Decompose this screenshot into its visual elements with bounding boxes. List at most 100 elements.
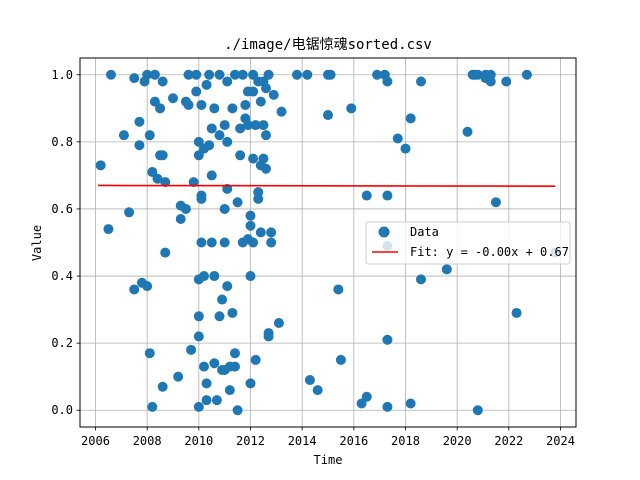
data-point <box>382 190 393 201</box>
data-point <box>392 133 403 144</box>
x-axis-label: Time <box>314 453 343 467</box>
y-axis-label: Value <box>30 225 44 261</box>
data-point <box>219 237 230 248</box>
data-point <box>217 294 228 305</box>
data-point <box>206 237 217 248</box>
data-point <box>191 69 202 80</box>
data-point <box>196 193 207 204</box>
data-point <box>472 69 483 80</box>
data-point <box>196 237 207 248</box>
data-point <box>250 354 261 365</box>
data-point <box>258 153 269 164</box>
data-point <box>152 173 163 184</box>
y-tick-label: 0.2 <box>51 336 73 350</box>
data-point <box>168 93 178 104</box>
data-point <box>237 69 248 80</box>
data-point <box>204 69 215 80</box>
x-tick-label: 2008 <box>133 434 162 448</box>
data-point <box>416 76 426 87</box>
data-point <box>134 140 145 151</box>
data-point <box>134 116 145 127</box>
data-point <box>266 237 277 248</box>
data-point <box>240 99 251 110</box>
data-point <box>222 281 233 292</box>
data-point <box>199 361 209 372</box>
data-point <box>232 197 243 208</box>
data-point <box>323 110 333 121</box>
x-tick-label: 2014 <box>288 434 317 448</box>
data-point <box>196 99 207 110</box>
legend-marker-data <box>378 226 390 238</box>
data-point <box>245 220 256 231</box>
data-point <box>214 311 225 322</box>
data-point <box>219 203 230 214</box>
data-point <box>405 113 416 124</box>
data-point <box>242 120 253 131</box>
data-point <box>361 190 372 201</box>
data-point <box>211 395 222 406</box>
data-point <box>230 69 240 80</box>
data-point <box>209 271 220 282</box>
y-tick-label: 0.6 <box>51 202 73 216</box>
data-point <box>157 150 168 161</box>
data-point <box>400 143 411 154</box>
data-point <box>157 381 168 392</box>
data-point <box>155 103 166 114</box>
data-point <box>335 354 346 365</box>
legend-box <box>365 221 571 265</box>
data-point <box>214 130 225 141</box>
data-point <box>382 401 393 412</box>
legend: Data Fit: y = -0.00x + 0.67 <box>365 221 571 265</box>
data-point <box>129 284 140 295</box>
data-point <box>235 150 246 161</box>
y-axis: 0.0 0.2 0.4 0.6 0.8 1.0 <box>51 68 80 417</box>
data-point <box>157 76 168 87</box>
data-point <box>204 140 215 151</box>
x-tick-label: 2024 <box>546 434 575 448</box>
plot-frame <box>79 57 577 428</box>
data-point <box>462 126 473 137</box>
data-point <box>173 371 184 382</box>
data-point <box>214 69 225 80</box>
legend-label-fit: Fit: y = -0.00x + 0.67 <box>410 245 569 259</box>
data-point <box>199 271 209 282</box>
data-point <box>183 69 194 80</box>
y-tick-label: 0.8 <box>51 135 73 149</box>
data-point <box>276 106 287 117</box>
data-point <box>361 391 372 402</box>
data-point <box>106 69 116 80</box>
data-point <box>222 136 233 147</box>
data-point <box>255 227 266 238</box>
data-point <box>382 334 393 345</box>
chart-title: ./image/电锯惊魂sorted.csv <box>224 37 432 53</box>
data-point <box>472 405 483 416</box>
data-point <box>304 375 315 386</box>
data-point <box>248 153 259 164</box>
data-point <box>201 395 212 406</box>
data-point <box>103 224 114 235</box>
data-point <box>263 328 274 339</box>
data-point <box>95 160 106 171</box>
x-tick-label: 2022 <box>494 434 523 448</box>
data-point <box>222 76 233 87</box>
data-point <box>227 307 238 318</box>
data-point <box>312 385 323 396</box>
data-point <box>206 123 217 134</box>
y-tick-label: 0.0 <box>51 403 73 417</box>
data-point <box>245 210 256 221</box>
data-point <box>325 69 336 80</box>
data-point <box>245 378 256 389</box>
data-point <box>230 348 240 359</box>
data-point <box>201 378 212 389</box>
data-point <box>441 264 452 275</box>
data-point <box>346 103 357 114</box>
data-point <box>227 103 238 114</box>
data-point <box>333 284 344 295</box>
data-point <box>372 69 383 80</box>
data-point <box>235 123 246 134</box>
data-point <box>230 361 240 372</box>
data-point <box>485 76 496 87</box>
data-point <box>219 120 230 131</box>
data-point <box>273 318 284 329</box>
